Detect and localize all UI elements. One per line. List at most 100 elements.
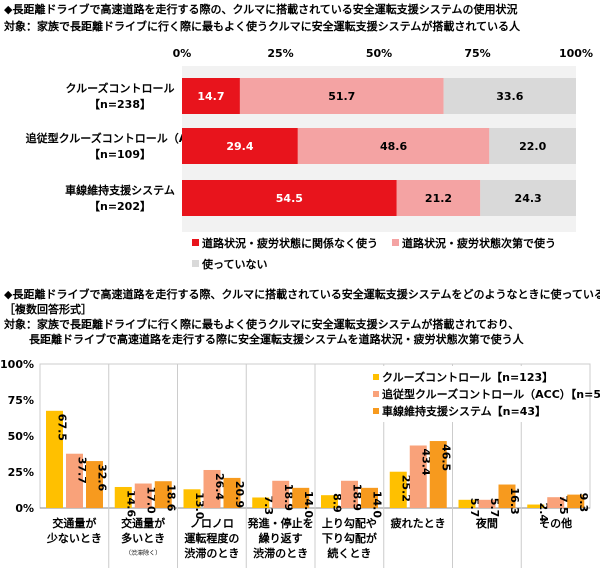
category-label: 渋滞のとき xyxy=(184,546,239,560)
bar xyxy=(252,497,270,508)
bar xyxy=(478,499,496,508)
category-label: 車線維持支援システム xyxy=(65,183,175,197)
data-label: 18.6 xyxy=(164,484,177,511)
legend-swatch xyxy=(192,260,199,267)
data-label: 48.6 xyxy=(380,140,407,153)
x-tick-label: 0% xyxy=(173,47,192,60)
x-tick-label: 75% xyxy=(464,47,490,60)
bar xyxy=(409,445,427,508)
bar xyxy=(527,504,545,508)
stacked-bar-segment xyxy=(297,128,490,164)
category-label: 運転程度の xyxy=(184,531,239,545)
category-n: 【n=109】 xyxy=(89,148,151,161)
legend-swatch xyxy=(373,408,379,414)
stacked-bar-segment xyxy=(182,180,397,216)
data-label: 14.6 xyxy=(124,490,137,517)
y-tick-label: 75% xyxy=(8,394,34,407)
bar xyxy=(458,499,476,508)
bar xyxy=(114,486,132,508)
chart1-subtitle: 対象：家族で長距離ドライブに行く際に最もよく使うクルマに安全運転支援システムが搭… xyxy=(3,19,521,33)
bar xyxy=(223,477,241,508)
legend-swatch xyxy=(373,374,379,380)
data-label: 17.0 xyxy=(144,487,157,514)
category-label: 交通量が xyxy=(121,516,165,530)
data-label: 25.2 xyxy=(399,475,412,502)
data-label: 9.3 xyxy=(577,493,590,513)
data-label: 5.7 xyxy=(468,498,481,518)
data-label: 46.5 xyxy=(439,444,452,471)
bar xyxy=(86,461,103,508)
data-label: 67.5 xyxy=(56,414,69,441)
data-label: 13.0 xyxy=(193,492,206,519)
data-label: 14.0 xyxy=(371,491,384,518)
category-label: 続くとき xyxy=(327,546,371,560)
legend-label: 道路状況・疲労状態に関係なく使う xyxy=(202,236,378,250)
bar xyxy=(66,453,83,508)
legend-swatch xyxy=(373,391,379,397)
data-label: 14.0 xyxy=(302,491,315,518)
bar xyxy=(46,410,63,508)
category-label: その他 xyxy=(539,516,572,530)
category-label: 夜間 xyxy=(475,516,498,530)
legend-label: 車線維持支援システム【n=43】 xyxy=(382,404,546,418)
bar xyxy=(134,483,152,508)
bar xyxy=(183,489,201,508)
category-label: 追従型クルーズコントロール（ACC） xyxy=(26,131,215,145)
category-label: クルーズコントロール xyxy=(65,81,174,95)
data-label: 18.9 xyxy=(282,484,295,511)
category-label: 多いとき xyxy=(121,531,165,545)
bar xyxy=(292,487,310,508)
bar xyxy=(498,484,516,508)
category-label: 発進・停止を xyxy=(247,516,314,530)
x-tick-label: 50% xyxy=(366,47,392,60)
stacked-bar-segment xyxy=(396,180,481,216)
legend-swatch xyxy=(392,239,399,246)
stacked-bar-segment xyxy=(480,180,576,216)
data-label: 43.4 xyxy=(419,449,432,476)
stacked-bar-segment xyxy=(489,128,576,164)
legend-swatch xyxy=(192,239,199,246)
bar xyxy=(203,469,221,508)
chart2-subtitle-1: 対象：家族で長距離ドライブに行く際に最もよく使うクルマに安全運転支援システムが搭… xyxy=(3,317,519,331)
category-label: ノロノロ xyxy=(190,517,234,530)
y-tick-label: 0% xyxy=(15,502,34,515)
chart1-title: ◆長距離ドライブで高速道路を走行する際の、クルマに搭載されている安全運転支援シス… xyxy=(4,2,517,16)
bar xyxy=(154,481,172,508)
x-tick-label: 100% xyxy=(559,47,593,60)
bar xyxy=(567,494,585,508)
data-label: 2.4 xyxy=(537,503,550,523)
bar xyxy=(361,487,378,508)
chart2-title: ◆長距離ドライブで高速道路を走行する際、クルマに搭載されている安全運転支援システ… xyxy=(4,287,600,301)
category-note: （渋滞除く） xyxy=(125,549,161,557)
y-tick-label: 25% xyxy=(8,466,34,479)
bar xyxy=(321,495,338,508)
bar xyxy=(547,497,565,508)
category-label: 下り勾配が xyxy=(322,531,377,545)
stacked-bar-segment xyxy=(443,78,576,114)
data-label: 54.5 xyxy=(276,192,303,205)
bar xyxy=(389,471,407,508)
stacked-bar-segment xyxy=(182,78,240,114)
legend-label: 追従型クルーズコントロール（ACC）【n=53】 xyxy=(382,387,600,401)
category-label: 疲れたとき xyxy=(391,516,446,530)
data-label: 29.4 xyxy=(226,140,253,153)
data-label: 24.3 xyxy=(515,192,542,205)
data-label: 14.7 xyxy=(197,90,224,103)
data-label: 32.6 xyxy=(96,464,109,491)
chart2-note: ［複数回答形式］ xyxy=(4,302,92,316)
data-label: 21.2 xyxy=(425,192,452,205)
y-tick-label: 100% xyxy=(0,358,34,371)
category-label: 渋滞のとき xyxy=(253,546,308,560)
data-label: 51.7 xyxy=(328,90,355,103)
legend-label: クルーズコントロール【n=123】 xyxy=(382,370,553,384)
category-label: 上り勾配や xyxy=(322,516,377,530)
data-label: 37.7 xyxy=(76,457,89,484)
category-label: 繰り返す xyxy=(259,531,303,545)
x-tick-label: 25% xyxy=(267,47,293,60)
legend-label: 道路状況・疲労状態次第で使う xyxy=(402,236,556,250)
data-label: 20.9 xyxy=(233,481,246,508)
bar xyxy=(429,441,447,508)
bar xyxy=(272,480,290,508)
